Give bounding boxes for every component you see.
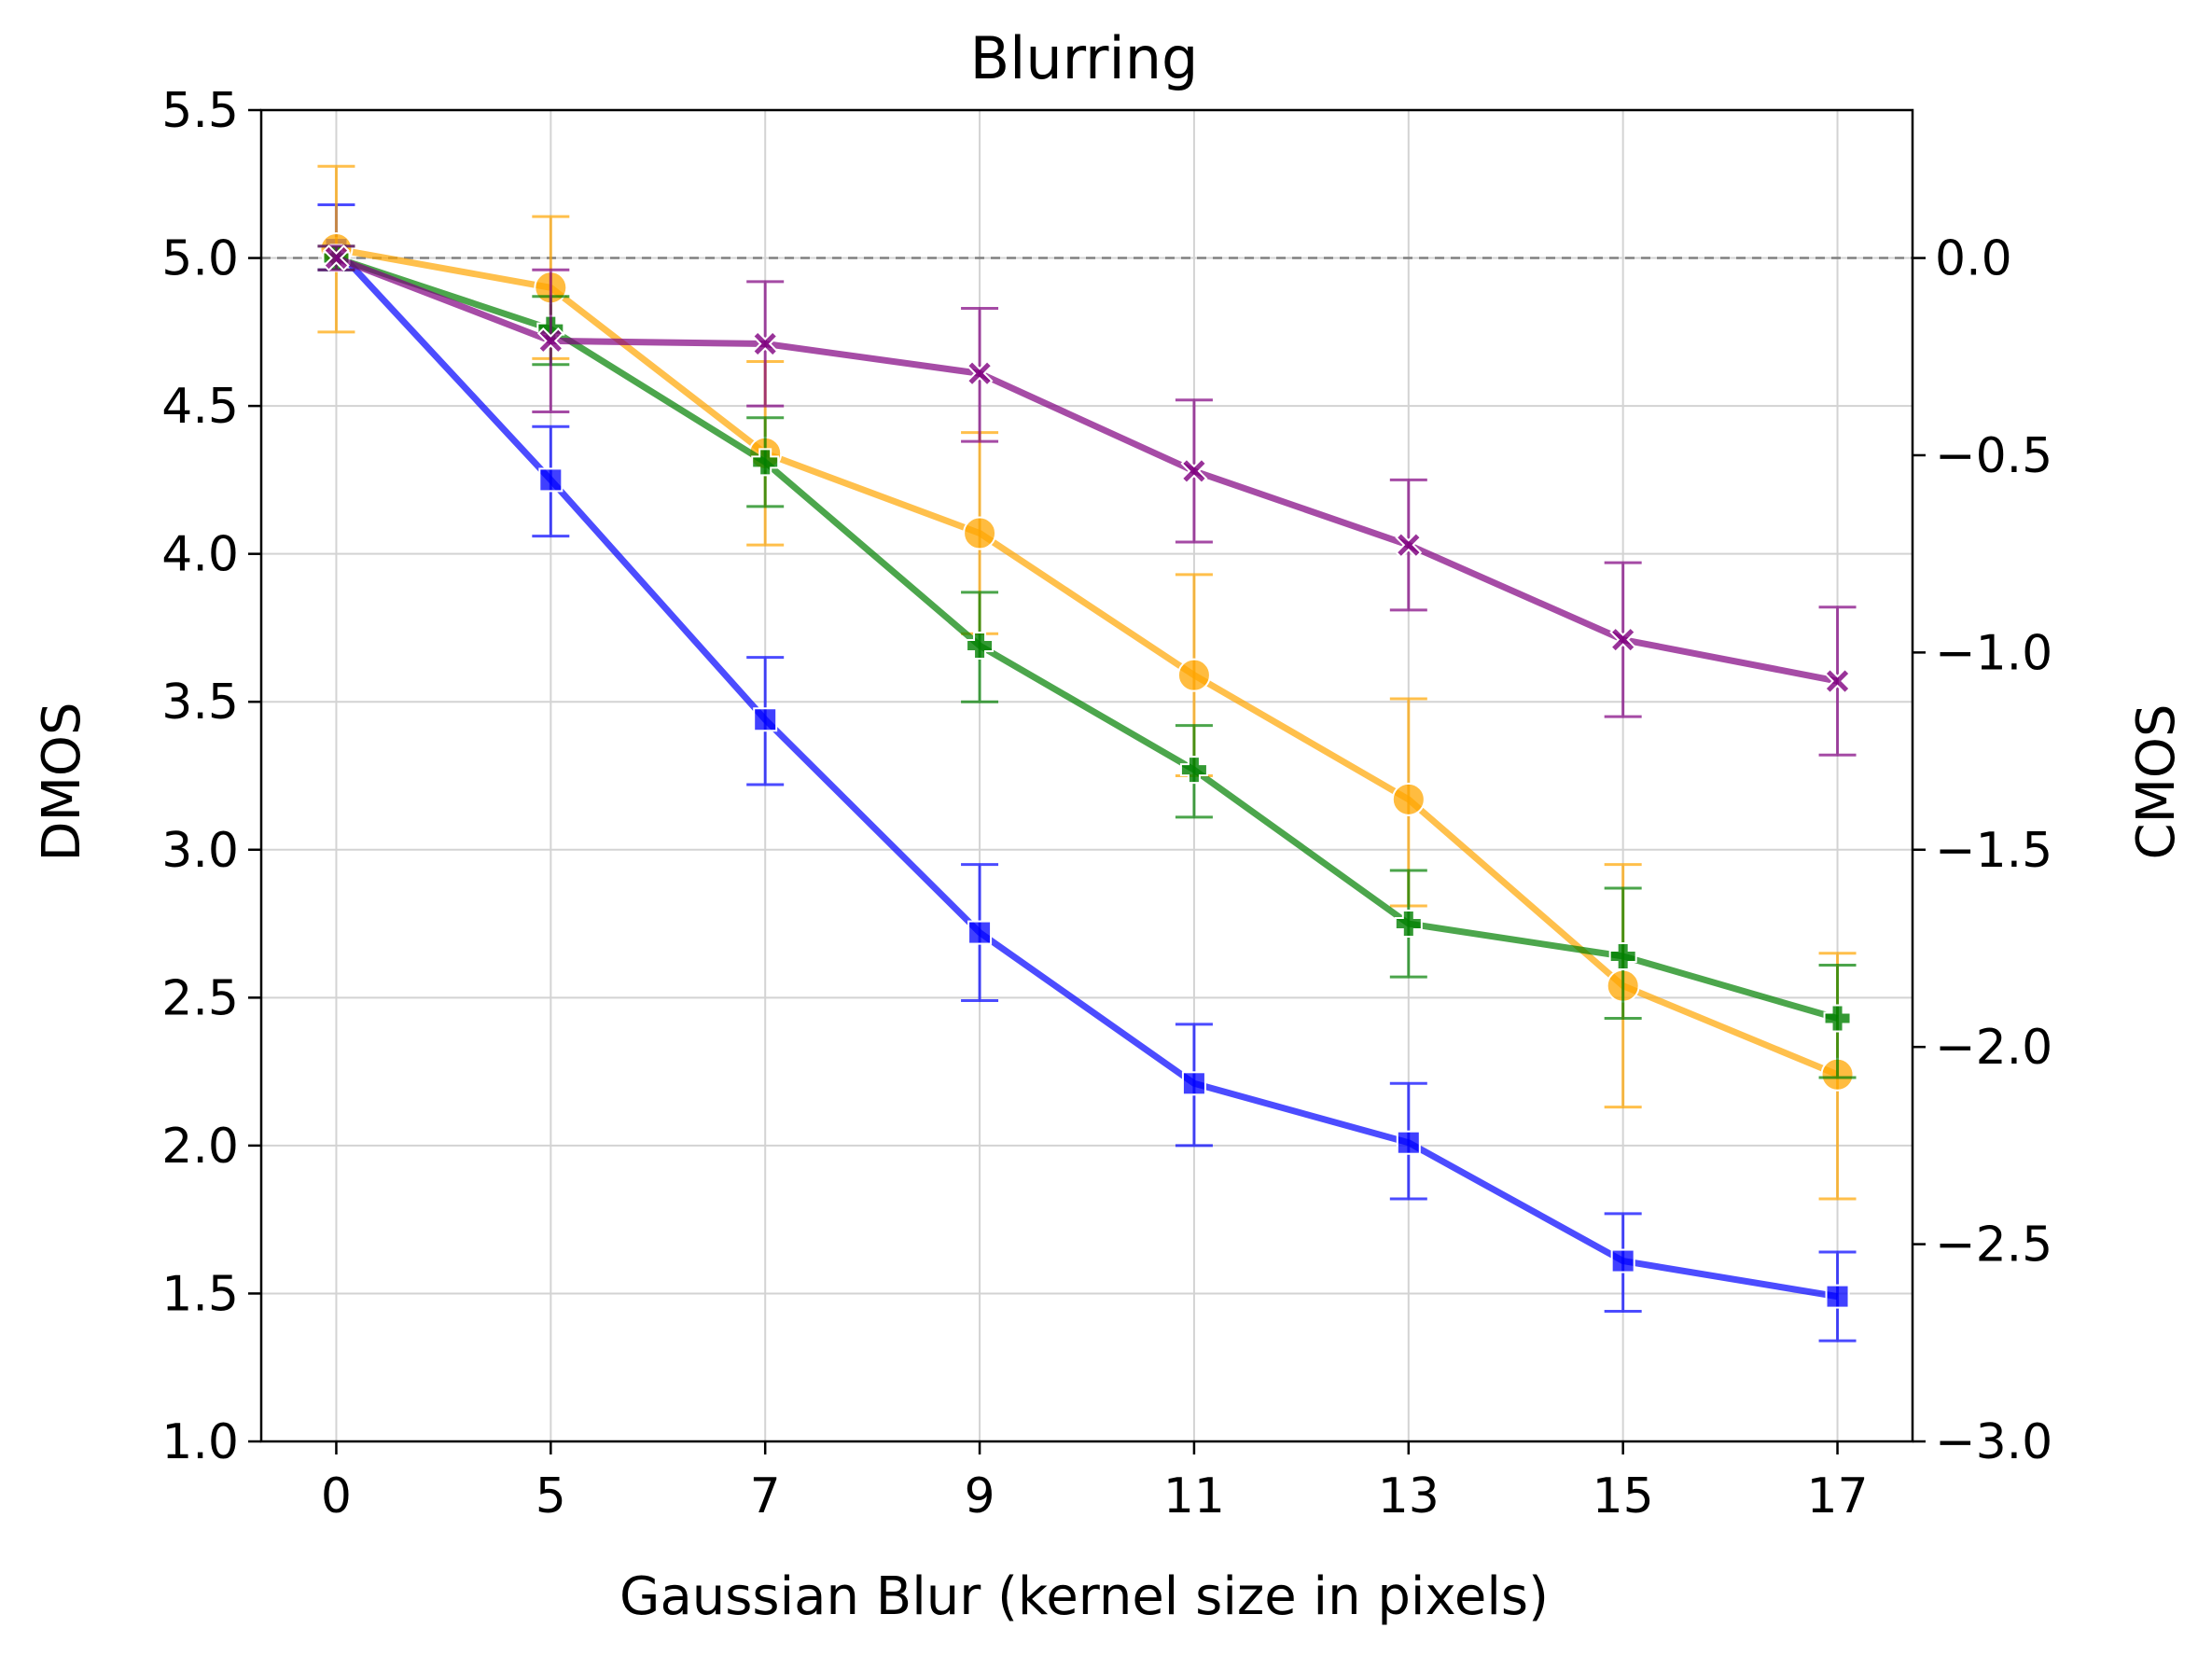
axis-ticks: 0 5 7 9 11 13 15 17 1.0 1.5 2.0 2.5 3.0 3.5 4.0 4.5 5.0 5… <box>161 83 2052 1524</box>
y-tick-label-right: 0.0 <box>1935 231 2012 287</box>
x-tick-label: 11 <box>1163 1468 1225 1524</box>
y-tick-label-left: 3.0 <box>161 823 239 879</box>
data-point <box>1176 658 1211 692</box>
data-point <box>966 631 995 660</box>
series-4 <box>317 244 1857 757</box>
x-axis-label: Gaussian Blur (kernel size in pixels) <box>619 1566 1549 1627</box>
x-tick-label: 9 <box>965 1468 995 1524</box>
y-tick-label-left: 5.0 <box>161 231 239 287</box>
y-tick-label-right: −3.0 <box>1935 1414 2052 1470</box>
data-point <box>1394 910 1423 939</box>
data-point <box>967 920 993 945</box>
data-point <box>751 448 780 477</box>
data-point <box>1181 1071 1206 1096</box>
data-point <box>1825 1284 1850 1309</box>
x-tick-label: 5 <box>536 1468 566 1524</box>
data-point <box>1823 1004 1852 1033</box>
data-point <box>538 467 563 493</box>
y-tick-label-left: 3.5 <box>161 675 239 731</box>
y-tick-label-left: 1.0 <box>161 1414 239 1470</box>
series-line <box>335 245 1839 1078</box>
y-tick-label-right: −2.0 <box>1935 1020 2052 1076</box>
x-tick-label: 13 <box>1378 1468 1440 1524</box>
y-tick-label-right: −0.5 <box>1935 428 2052 484</box>
y-tick-label-right: −1.5 <box>1935 823 2052 879</box>
data-point <box>1610 1248 1635 1273</box>
data-point <box>1396 1130 1421 1155</box>
data-point <box>536 327 564 355</box>
data-point <box>1609 626 1637 654</box>
chart-title: Blurring <box>970 24 1199 92</box>
y-tick-label-right: −1.0 <box>1935 625 2052 681</box>
series-line <box>335 255 1839 685</box>
data-point <box>1391 782 1426 816</box>
data-point <box>1179 756 1208 785</box>
y-tick-label-left: 4.0 <box>161 527 239 583</box>
y-tick-label-right: −2.5 <box>1935 1218 2052 1273</box>
y-tick-label-left: 1.5 <box>161 1266 239 1322</box>
y-axis-label-left: DMOS <box>32 702 92 861</box>
series-line <box>333 246 1839 1301</box>
x-tick-label: 15 <box>1593 1468 1654 1524</box>
x-tick-label: 0 <box>321 1468 352 1524</box>
data-point <box>751 330 779 357</box>
data-point <box>1608 941 1637 970</box>
series-line <box>335 255 1839 1022</box>
x-tick-label: 7 <box>750 1468 781 1524</box>
data-point <box>753 707 778 732</box>
series-group <box>317 164 1857 1343</box>
y-tick-label-left: 4.5 <box>161 379 239 435</box>
y-axis-label-right: CMOS <box>2126 703 2187 859</box>
y-tick-label-left: 2.0 <box>161 1119 239 1175</box>
data-point <box>323 244 350 271</box>
y-tick-label-left: 5.5 <box>161 83 239 139</box>
data-point <box>1824 667 1851 695</box>
y-tick-label-left: 2.5 <box>161 970 239 1026</box>
data-point <box>1180 457 1208 485</box>
plot-frame <box>259 108 1914 1443</box>
data-point <box>963 516 997 550</box>
data-point <box>1395 531 1423 559</box>
series-3 <box>317 244 1857 1079</box>
data-point <box>966 359 994 387</box>
x-tick-label: 17 <box>1806 1468 1868 1524</box>
